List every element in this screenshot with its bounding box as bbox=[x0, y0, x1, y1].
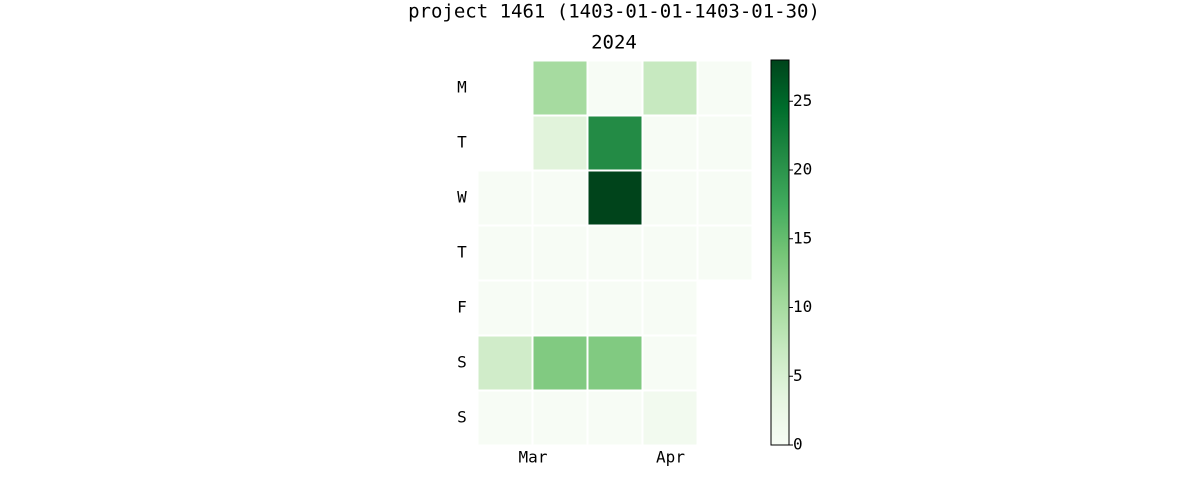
cell bbox=[532, 225, 588, 281]
colorbar-tick-label: 25 bbox=[793, 91, 812, 110]
cell bbox=[697, 115, 753, 171]
cell bbox=[587, 335, 643, 391]
x-tick-label: Mar bbox=[519, 448, 548, 467]
chart-title: project 1461 (1403-01-01-1403-01-30) bbox=[408, 1, 820, 23]
cell bbox=[477, 170, 533, 226]
cell bbox=[697, 60, 753, 116]
cell bbox=[532, 335, 588, 391]
colorbar-tick-label: 20 bbox=[793, 160, 812, 179]
colorbar-tick-label: 5 bbox=[793, 366, 803, 385]
y-tick-label: F bbox=[457, 298, 467, 317]
cell bbox=[642, 390, 698, 446]
cell bbox=[642, 335, 698, 391]
cell bbox=[642, 225, 698, 281]
cell bbox=[532, 170, 588, 226]
cell bbox=[532, 60, 588, 116]
cell bbox=[642, 170, 698, 226]
y-tick-label: S bbox=[457, 408, 467, 427]
y-tick-label: T bbox=[457, 243, 467, 262]
colorbar-tick-label: 10 bbox=[793, 297, 812, 316]
cell bbox=[587, 390, 643, 446]
chart-subtitle: 2024 bbox=[591, 32, 637, 54]
cell bbox=[587, 60, 643, 116]
cell bbox=[697, 225, 753, 281]
colorbar-tick-label: 0 bbox=[793, 435, 803, 454]
cell bbox=[642, 280, 698, 336]
y-tick-label: S bbox=[457, 353, 467, 372]
cell bbox=[587, 115, 643, 171]
cell bbox=[477, 280, 533, 336]
y-tick-label: M bbox=[457, 78, 467, 97]
cell bbox=[532, 390, 588, 446]
cell bbox=[697, 170, 753, 226]
colorbar bbox=[770, 59, 790, 446]
cell bbox=[587, 170, 643, 226]
cell bbox=[532, 280, 588, 336]
cell bbox=[642, 60, 698, 116]
cell bbox=[477, 225, 533, 281]
y-tick-label: W bbox=[457, 188, 467, 207]
cell bbox=[587, 280, 643, 336]
colorbar-tick-label: 15 bbox=[793, 228, 812, 247]
cell bbox=[587, 225, 643, 281]
cell bbox=[642, 115, 698, 171]
cell bbox=[477, 335, 533, 391]
y-tick-label: T bbox=[457, 133, 467, 152]
x-tick-label: Apr bbox=[656, 448, 685, 467]
cell bbox=[477, 390, 533, 446]
cell bbox=[532, 115, 588, 171]
